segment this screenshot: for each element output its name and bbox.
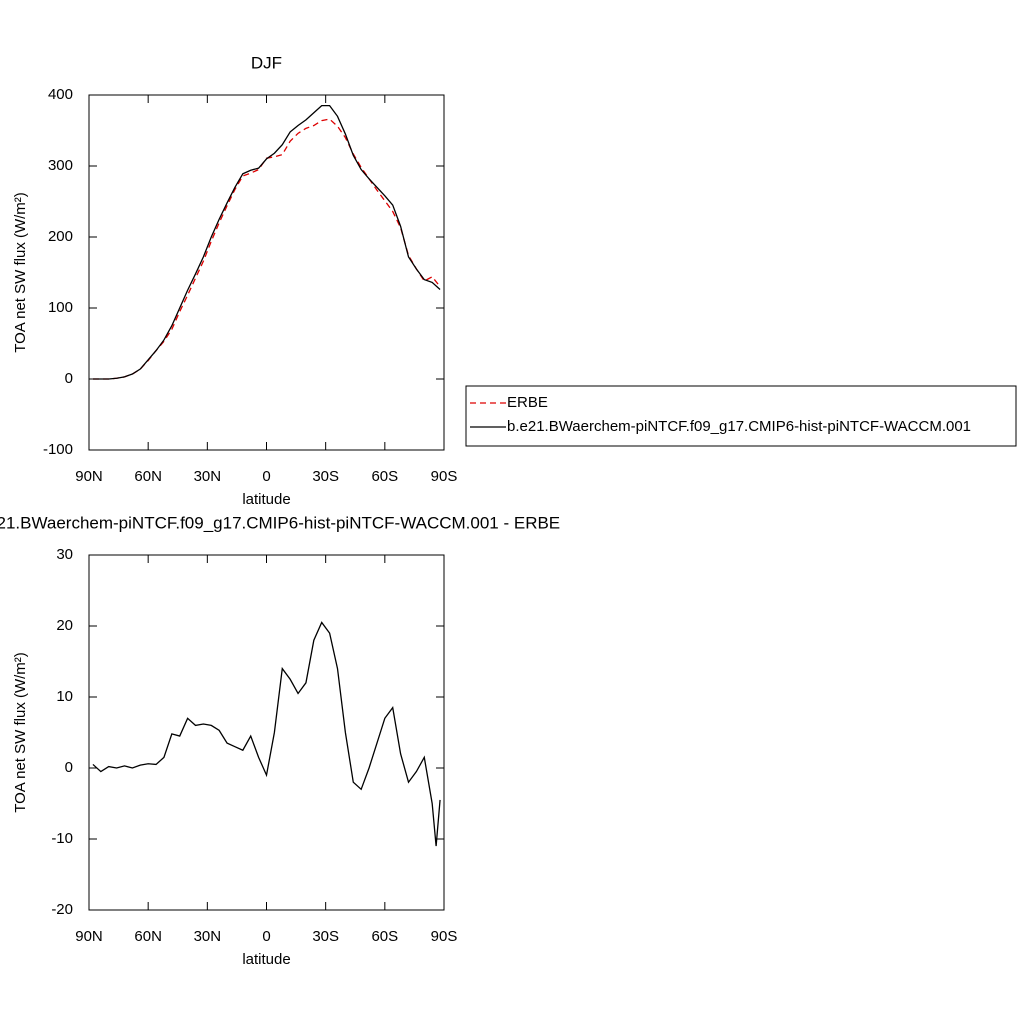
- y-axis-label: TOA net SW flux (W/m²): [12, 652, 29, 813]
- x-tick-label: 60S: [371, 468, 398, 485]
- chart-title: DJF: [251, 53, 282, 72]
- x-tick-label: 30N: [194, 468, 222, 485]
- y-tick-label: 200: [48, 228, 73, 245]
- x-tick-label: 30N: [194, 928, 222, 945]
- legend-box: [465, 385, 1017, 447]
- x-tick-label: 0: [262, 468, 270, 485]
- plot-frame: [88, 554, 445, 911]
- y-tick-label: 0: [65, 370, 73, 387]
- x-axis-label: latitude: [242, 491, 290, 508]
- y-tick-label: 0: [65, 759, 73, 776]
- x-tick-label: 90S: [431, 468, 458, 485]
- y-tick-label: -10: [51, 830, 73, 847]
- x-tick-label: 0: [262, 928, 270, 945]
- data-line: [92, 621, 441, 847]
- x-tick-label: 90S: [431, 928, 458, 945]
- y-tick-label: 10: [56, 688, 73, 705]
- y-tick-label: -20: [51, 901, 73, 918]
- x-tick-label: 30S: [312, 928, 339, 945]
- chart-title: b.e21.BWaerchem-piNTCF.f09_g17.CMIP6-his…: [0, 513, 560, 532]
- y-tick-label: 400: [48, 86, 73, 103]
- y-tick-label: 30: [56, 546, 73, 563]
- y-tick-label: 300: [48, 157, 73, 174]
- y-tick-label: 100: [48, 299, 73, 316]
- x-tick-label: 60N: [134, 468, 162, 485]
- plot-frame: [88, 94, 445, 451]
- x-tick-label: 60S: [371, 928, 398, 945]
- x-tick-label: 90N: [75, 468, 103, 485]
- legend-label: ERBE: [507, 394, 548, 411]
- y-axis-label: TOA net SW flux (W/m²): [12, 192, 29, 353]
- y-tick-label: 20: [56, 617, 73, 634]
- y-tick-label: -100: [43, 441, 73, 458]
- x-tick-label: 90N: [75, 928, 103, 945]
- x-tick-label: 60N: [134, 928, 162, 945]
- legend-label: b.e21.BWaerchem-piNTCF.f09_g17.CMIP6-his…: [507, 418, 971, 435]
- x-axis-label: latitude: [242, 951, 290, 968]
- data-line: [92, 105, 441, 380]
- x-tick-label: 30S: [312, 468, 339, 485]
